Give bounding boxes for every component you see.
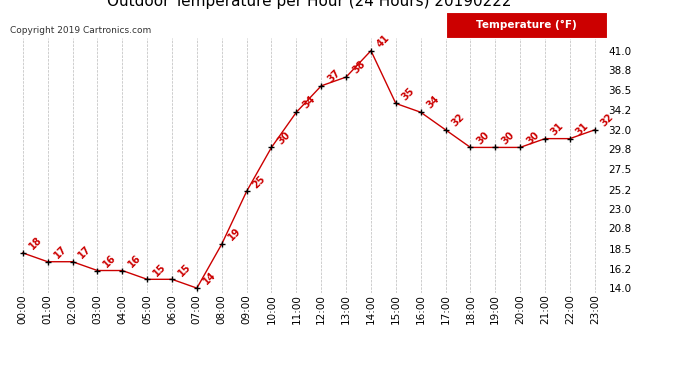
Text: 34: 34 <box>425 94 442 111</box>
Text: 32: 32 <box>450 112 466 129</box>
Text: 34: 34 <box>301 94 317 111</box>
Text: 14: 14 <box>201 270 217 287</box>
Text: 16: 16 <box>101 252 118 269</box>
Text: 41: 41 <box>375 33 392 49</box>
Text: 30: 30 <box>275 129 293 146</box>
Title: Outdoor Temperature per Hour (24 Hours) 20190222: Outdoor Temperature per Hour (24 Hours) … <box>106 0 511 9</box>
Text: 15: 15 <box>176 261 193 278</box>
Text: 17: 17 <box>77 244 93 260</box>
Text: 35: 35 <box>400 86 417 102</box>
Text: 30: 30 <box>475 129 491 146</box>
Text: 31: 31 <box>574 121 591 137</box>
Text: 32: 32 <box>599 112 615 129</box>
Text: 38: 38 <box>351 59 367 76</box>
Text: 16: 16 <box>126 252 143 269</box>
Text: 15: 15 <box>151 261 168 278</box>
Text: 25: 25 <box>250 173 268 190</box>
Text: 37: 37 <box>326 68 342 84</box>
Text: Copyright 2019 Cartronics.com: Copyright 2019 Cartronics.com <box>10 26 152 35</box>
Text: 30: 30 <box>500 129 516 146</box>
Text: 31: 31 <box>549 121 566 137</box>
Text: 17: 17 <box>52 244 68 260</box>
Text: 18: 18 <box>27 235 43 252</box>
Text: 19: 19 <box>226 226 242 243</box>
Text: 30: 30 <box>524 129 541 146</box>
